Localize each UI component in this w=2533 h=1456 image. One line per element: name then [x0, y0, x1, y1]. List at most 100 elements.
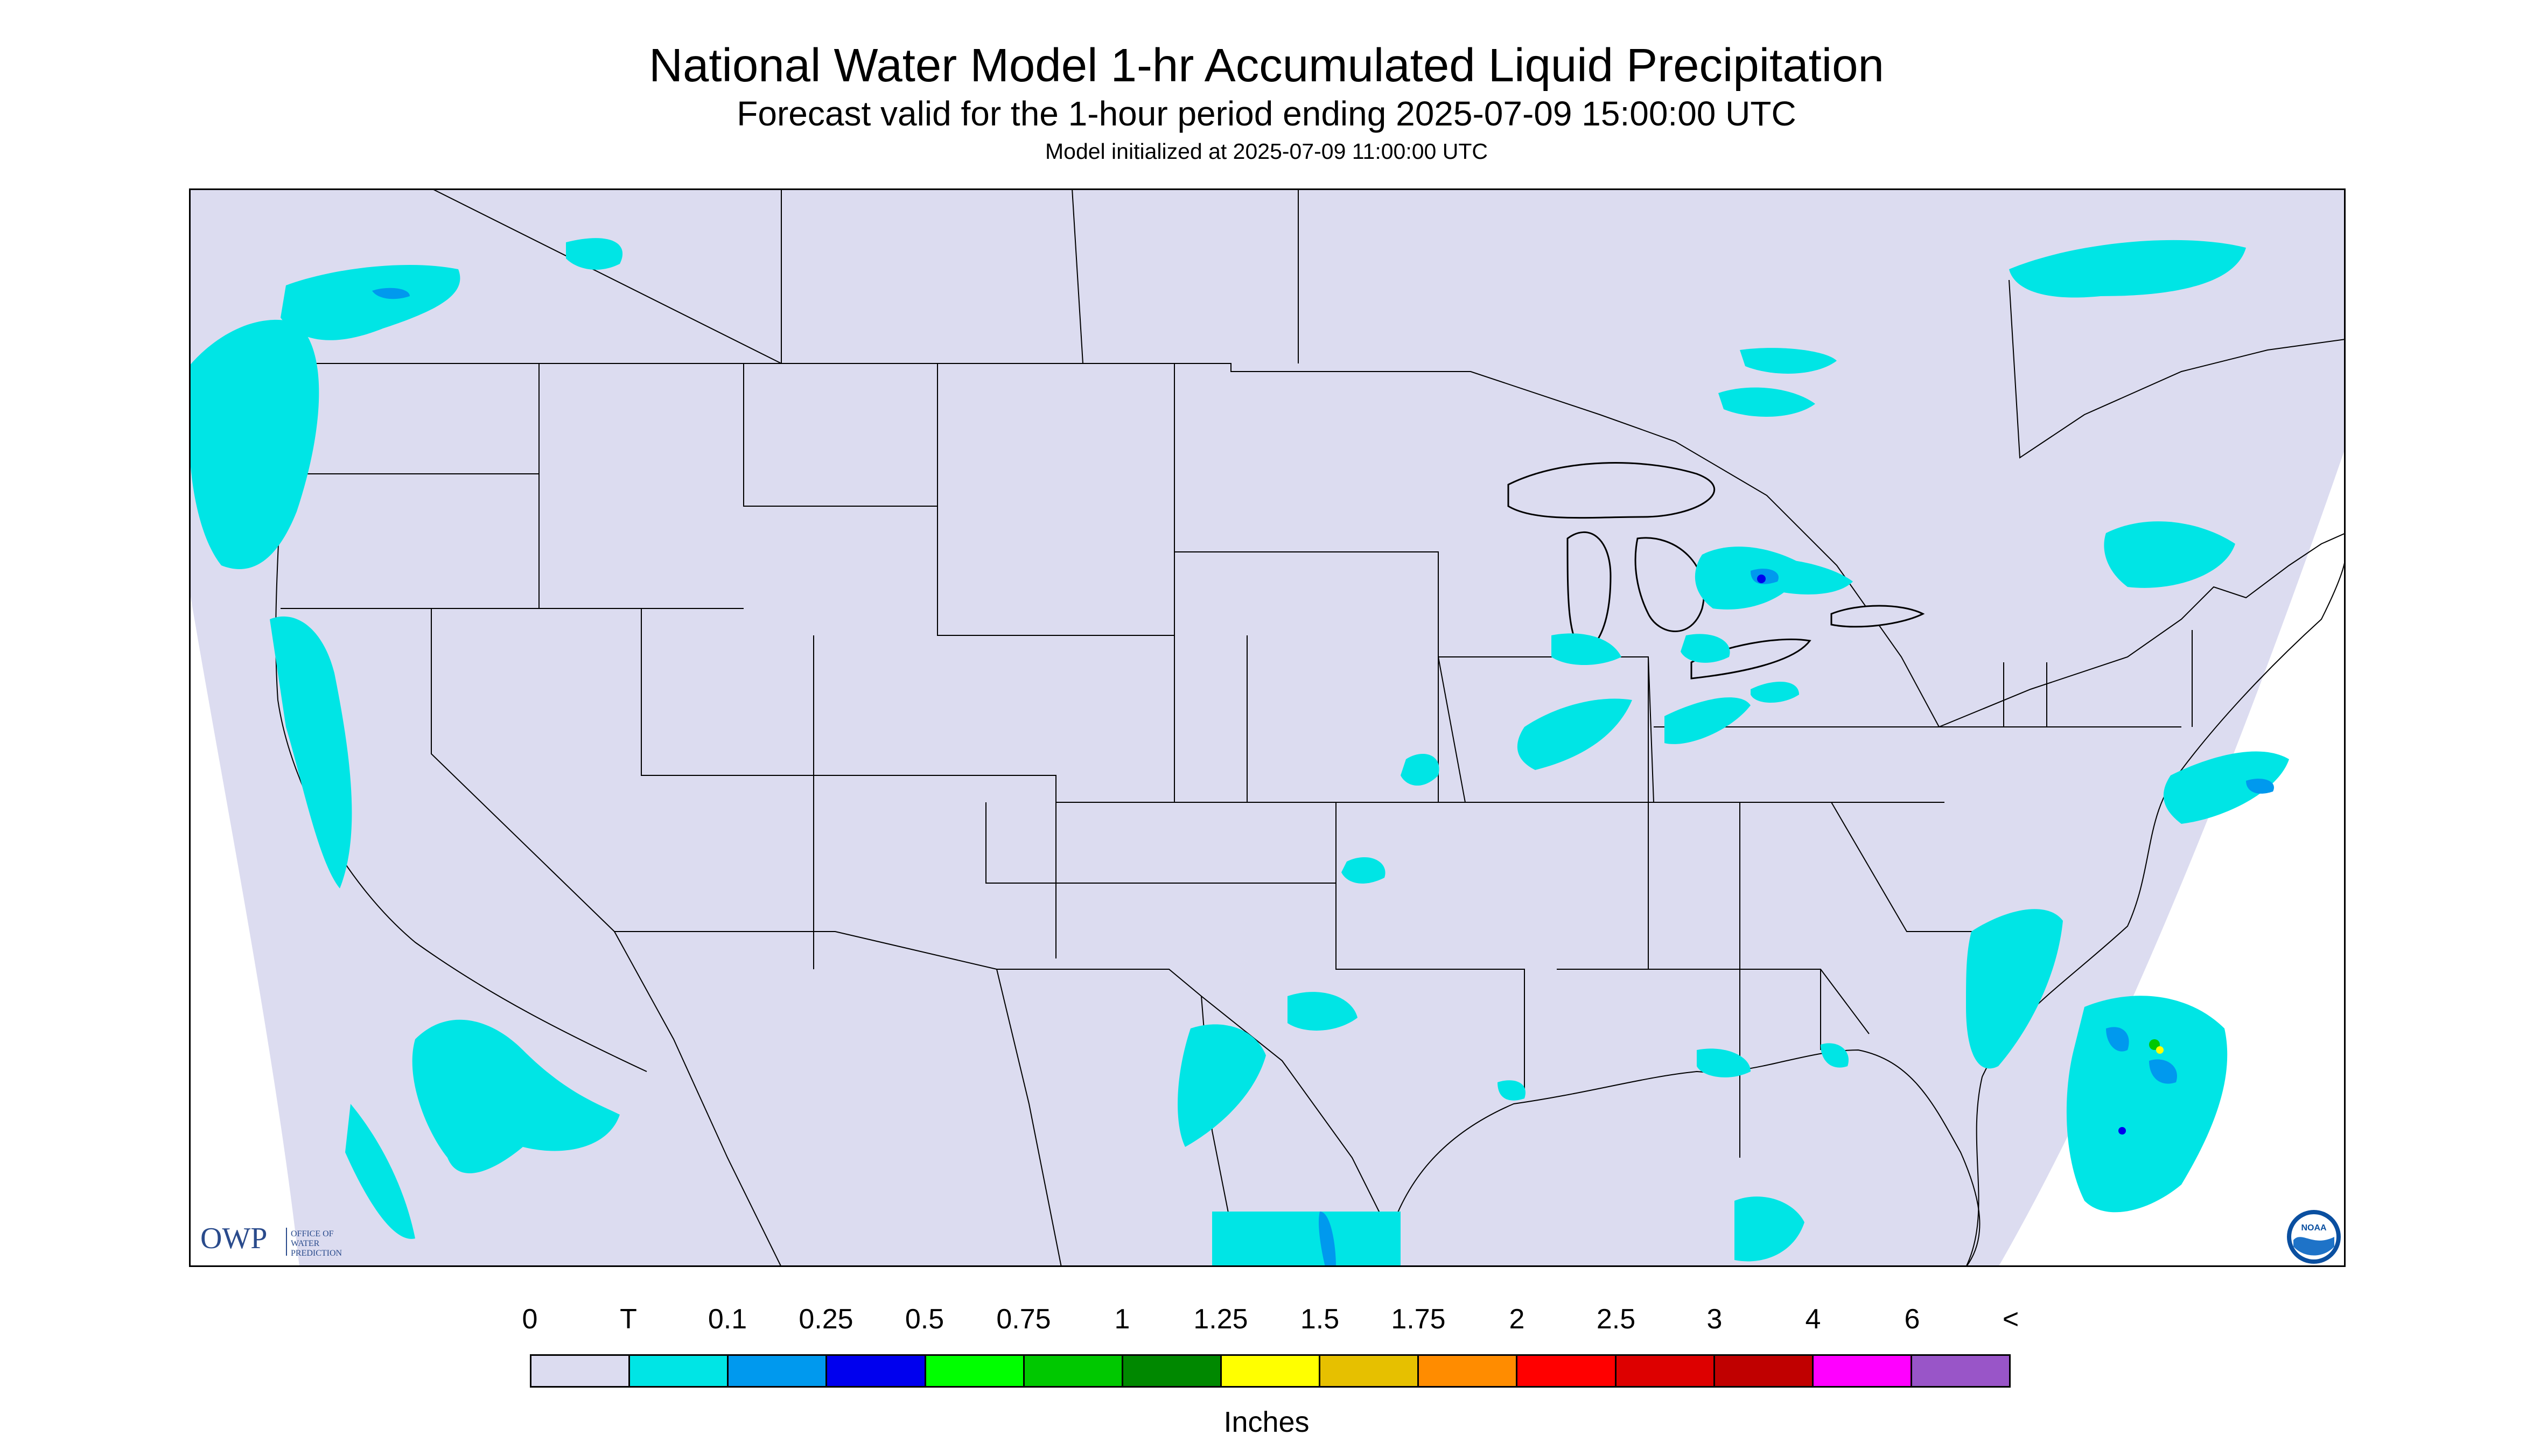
legend-label-15: < [2002, 1304, 2019, 1335]
canada-border-west [281, 363, 1940, 727]
precip-atlantic-offshore [2066, 996, 2228, 1213]
canada-interior-1 [431, 188, 782, 364]
precip-ontario-lake [1751, 558, 1853, 594]
legend-swatch-12 [1715, 1356, 1814, 1386]
owp-logo-line3: PREDICTION [291, 1249, 342, 1258]
model-init-line: Model initialized at 2025-07-09 11:00:00… [1045, 139, 1488, 164]
domain-mask-right [1998, 447, 2346, 1267]
precip-moderate-mx [1319, 1212, 1336, 1267]
map-subtitle: Forecast valid for the 1-hour period end… [737, 94, 1796, 133]
canada-interior-3 [1072, 188, 1083, 364]
precip-great-lakes-canada [1718, 387, 1815, 417]
legend-swatch-7 [1221, 1356, 1321, 1386]
legend-label-9: 1.75 [1391, 1304, 1446, 1335]
legend-label-7: 1.25 [1193, 1304, 1248, 1335]
legend-swatch-8 [1320, 1356, 1419, 1386]
precip-pnw-north [281, 264, 460, 340]
legend-swatch-0 [531, 1356, 631, 1386]
precip-texas-coast [1178, 1024, 1266, 1147]
legend-label-0: 0 [522, 1304, 538, 1335]
legend-swatch-3 [827, 1356, 926, 1386]
precip-pacific-offshore [412, 1019, 620, 1173]
legend-label-14: 6 [1904, 1304, 1920, 1335]
owp-logo-line1: OFFICE OF [291, 1229, 334, 1238]
legend-swatch-4 [926, 1356, 1025, 1386]
legend-swatch-11 [1616, 1356, 1715, 1386]
legend-label-3: 0.25 [799, 1304, 853, 1335]
noaa-logo-wave [2293, 1237, 2334, 1256]
mexico-line-1 [614, 931, 782, 1267]
canada-border-east [1939, 533, 2346, 727]
legend-swatch-2 [729, 1356, 828, 1386]
legend-labels: 0 T 0.1 0.25 0.5 0.75 1 1.25 1.5 1.75 2 … [0, 1303, 2533, 1341]
legend-label-2: 0.1 [708, 1304, 747, 1335]
precip-arkansas [1341, 857, 1386, 884]
precip-moderate-pnw [372, 288, 410, 299]
owp-logo-text: OWP [200, 1222, 267, 1255]
state-line-12 [985, 802, 1336, 884]
precip-california [270, 616, 352, 888]
precip-moderate-atlantic-1 [2106, 1027, 2129, 1052]
legend-swatch-6 [1123, 1356, 1222, 1386]
precip-pnw-coast [189, 319, 319, 569]
precip-baja [345, 1104, 415, 1239]
legend-units: Inches [1223, 1406, 1310, 1438]
precip-cell-yellow [2156, 1046, 2164, 1054]
owp-logo: OWP OFFICE OF WATER PREDICTION [200, 1222, 342, 1258]
legend-swatch-10 [1517, 1356, 1617, 1386]
precip-ohio-valley-2 [1664, 697, 1751, 744]
precip-moderate-atlantic-2 [2149, 1059, 2177, 1084]
gulf-coast [1389, 1049, 1981, 1267]
precip-ky [1751, 682, 1799, 703]
lake-superior [1507, 462, 1716, 519]
state-line-7 [641, 608, 814, 969]
canada-line [2009, 279, 2346, 459]
legend-swatch-9 [1419, 1356, 1518, 1386]
precip-moderate-atlantic-3 [2246, 779, 2274, 794]
state-line-8 [813, 635, 1056, 958]
precipitation-map [189, 188, 2346, 1267]
precip-mx-pacific [1212, 1212, 1401, 1267]
precip-cell-blue-1 [1757, 575, 1766, 583]
legend-label-13: 4 [1805, 1304, 1821, 1335]
map-frame [189, 188, 2346, 1267]
boundary-lines [275, 188, 2346, 1267]
state-line-11 [1174, 551, 1466, 803]
precip-florida-panhandle [1697, 1048, 1751, 1077]
noaa-logo: NOAA [2287, 1210, 2341, 1264]
precip-mid-atlantic-offshore [2163, 751, 2289, 824]
state-line-2 [538, 363, 744, 609]
legend-label-10: 2 [1509, 1304, 1525, 1335]
precip-ohio [1681, 634, 1730, 663]
precip-superior-north [1740, 348, 1837, 374]
precip-louisiana [1288, 992, 1358, 1031]
legend-swatch-1 [630, 1356, 729, 1386]
legend-label-8: 1.5 [1300, 1304, 1340, 1335]
precip-carolina-coast [1966, 909, 2063, 1069]
owp-logo-line2: WATER [291, 1239, 320, 1248]
precip-mississippi-valley [1401, 754, 1439, 786]
precip-ohio-valley-1 [1517, 698, 1632, 770]
precip-new-england [2104, 521, 2235, 588]
precip-cell-blue-2 [2118, 1127, 2126, 1135]
precipitation-heavy [1757, 575, 2164, 1135]
domain-mask-left [189, 587, 299, 1267]
legend-label-5: 0.75 [996, 1304, 1051, 1335]
state-line-9 [1056, 802, 1525, 1093]
legend-colorbar [530, 1354, 2011, 1388]
lake-ontario [1830, 605, 1925, 628]
precip-gulf-small [1498, 1080, 1526, 1101]
legend-label-4: 0.5 [905, 1304, 944, 1335]
atlantic-coast [1965, 554, 2346, 1267]
precip-canada-bc [566, 238, 623, 270]
legend-label-12: 3 [1706, 1304, 1723, 1335]
precip-south-florida [1734, 1196, 1804, 1262]
legend-label-1: T [620, 1304, 637, 1335]
mexico-line-2 [996, 969, 1062, 1267]
great-lakes [1507, 462, 1925, 680]
precip-indiana [1551, 633, 1621, 665]
lake-huron [1634, 537, 1705, 632]
legend-swatch-14 [1912, 1356, 2010, 1386]
noaa-logo-text: NOAA [2301, 1223, 2327, 1233]
lake-michigan [1566, 531, 1612, 653]
